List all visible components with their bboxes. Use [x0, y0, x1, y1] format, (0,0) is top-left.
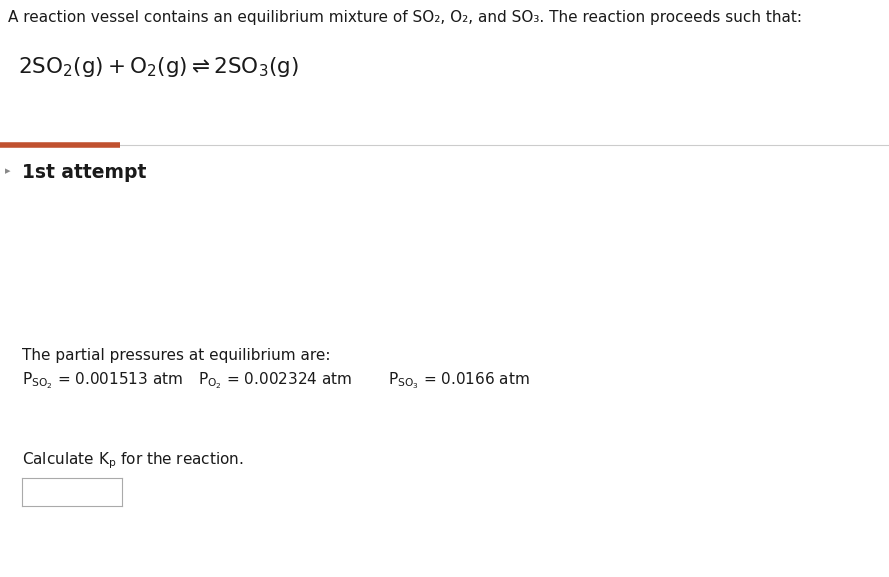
Text: $\mathrm{P}_{\mathrm{SO}_2}$ = 0.001513 atm: $\mathrm{P}_{\mathrm{SO}_2}$ = 0.001513 … [22, 370, 183, 391]
Text: $2\mathrm{SO}_2\mathrm{(g)} + \mathrm{O}_2\mathrm{(g)} \rightleftharpoons 2\math: $2\mathrm{SO}_2\mathrm{(g)} + \mathrm{O}… [18, 55, 299, 79]
Text: The partial pressures at equilibrium are:: The partial pressures at equilibrium are… [22, 348, 331, 363]
Text: ▸: ▸ [5, 166, 11, 176]
Text: 1st attempt: 1st attempt [22, 163, 147, 182]
Text: Calculate $\mathrm{K}_\mathrm{p}$ for the reaction.: Calculate $\mathrm{K}_\mathrm{p}$ for th… [22, 450, 244, 471]
Text: A reaction vessel contains an equilibrium mixture of SO₂, O₂, and SO₃. The react: A reaction vessel contains an equilibriu… [8, 10, 802, 25]
Text: $\mathrm{P}_{\mathrm{SO}_3}$ = 0.0166 atm: $\mathrm{P}_{\mathrm{SO}_3}$ = 0.0166 at… [388, 370, 530, 391]
Text: $\mathrm{P}_{\mathrm{O}_2}$ = 0.002324 atm: $\mathrm{P}_{\mathrm{O}_2}$ = 0.002324 a… [198, 370, 352, 391]
